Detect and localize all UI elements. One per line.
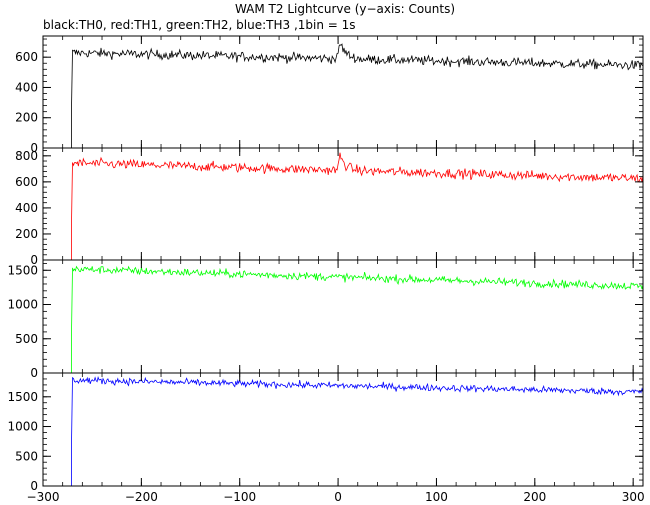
x-tick-label: −200 [125,490,158,504]
y-tick-label: 200 [15,227,38,241]
y-tick-label: 500 [15,332,38,346]
series-th2 [43,265,643,373]
panels-group: 0200400600020040060080005001000150005001… [7,35,644,493]
y-tick-label: 1000 [7,298,38,312]
y-tick-label: 600 [15,50,38,64]
panel-th0: 0 200 400 600 [15,35,644,155]
x-tick-label: 100 [425,490,448,504]
x-tick-label: 300 [622,490,645,504]
x-tick-label: −100 [223,490,256,504]
y-tick-label: 400 [15,201,38,215]
series-th0 [43,43,643,148]
panel-frame [42,372,644,487]
panel-th3: 0 500 1000 1500 [7,372,644,493]
y-tick-label: 0 [30,479,38,493]
x-tick-label: 0 [334,490,342,504]
chart-title: WAM T2 Lightcurve (y−axis: Counts) [235,2,455,16]
y-tick-label: 0 [30,253,38,267]
y-tick-label: 1500 [7,390,38,404]
chart-subtitle: black:TH0, red:TH1, green:TH2, blue:TH3 … [43,18,356,32]
x-tick-label: −300 [27,490,60,504]
series-th1 [43,152,643,260]
series-th3 [43,376,643,486]
y-tick-label: 400 [15,80,38,94]
y-tick-label: 0 [30,366,38,380]
x-tick-label: 200 [523,490,546,504]
y-tick-label: 1000 [7,420,38,434]
y-tick-label: 1500 [7,263,38,277]
y-tick-label: 0 [30,141,38,155]
panel-th2: 0 500 1000 1500 [7,259,644,380]
y-tick-label: 500 [15,449,38,463]
panel-frame [42,35,644,149]
x-axis: −300 −200 −100 0 100 200 300 [27,490,645,504]
y-tick-label: 800 [15,149,38,163]
y-tick-label: 200 [15,111,38,125]
panel-th1: 0 200 400 600 800 [15,147,644,267]
y-tick-label: 600 [15,175,38,189]
